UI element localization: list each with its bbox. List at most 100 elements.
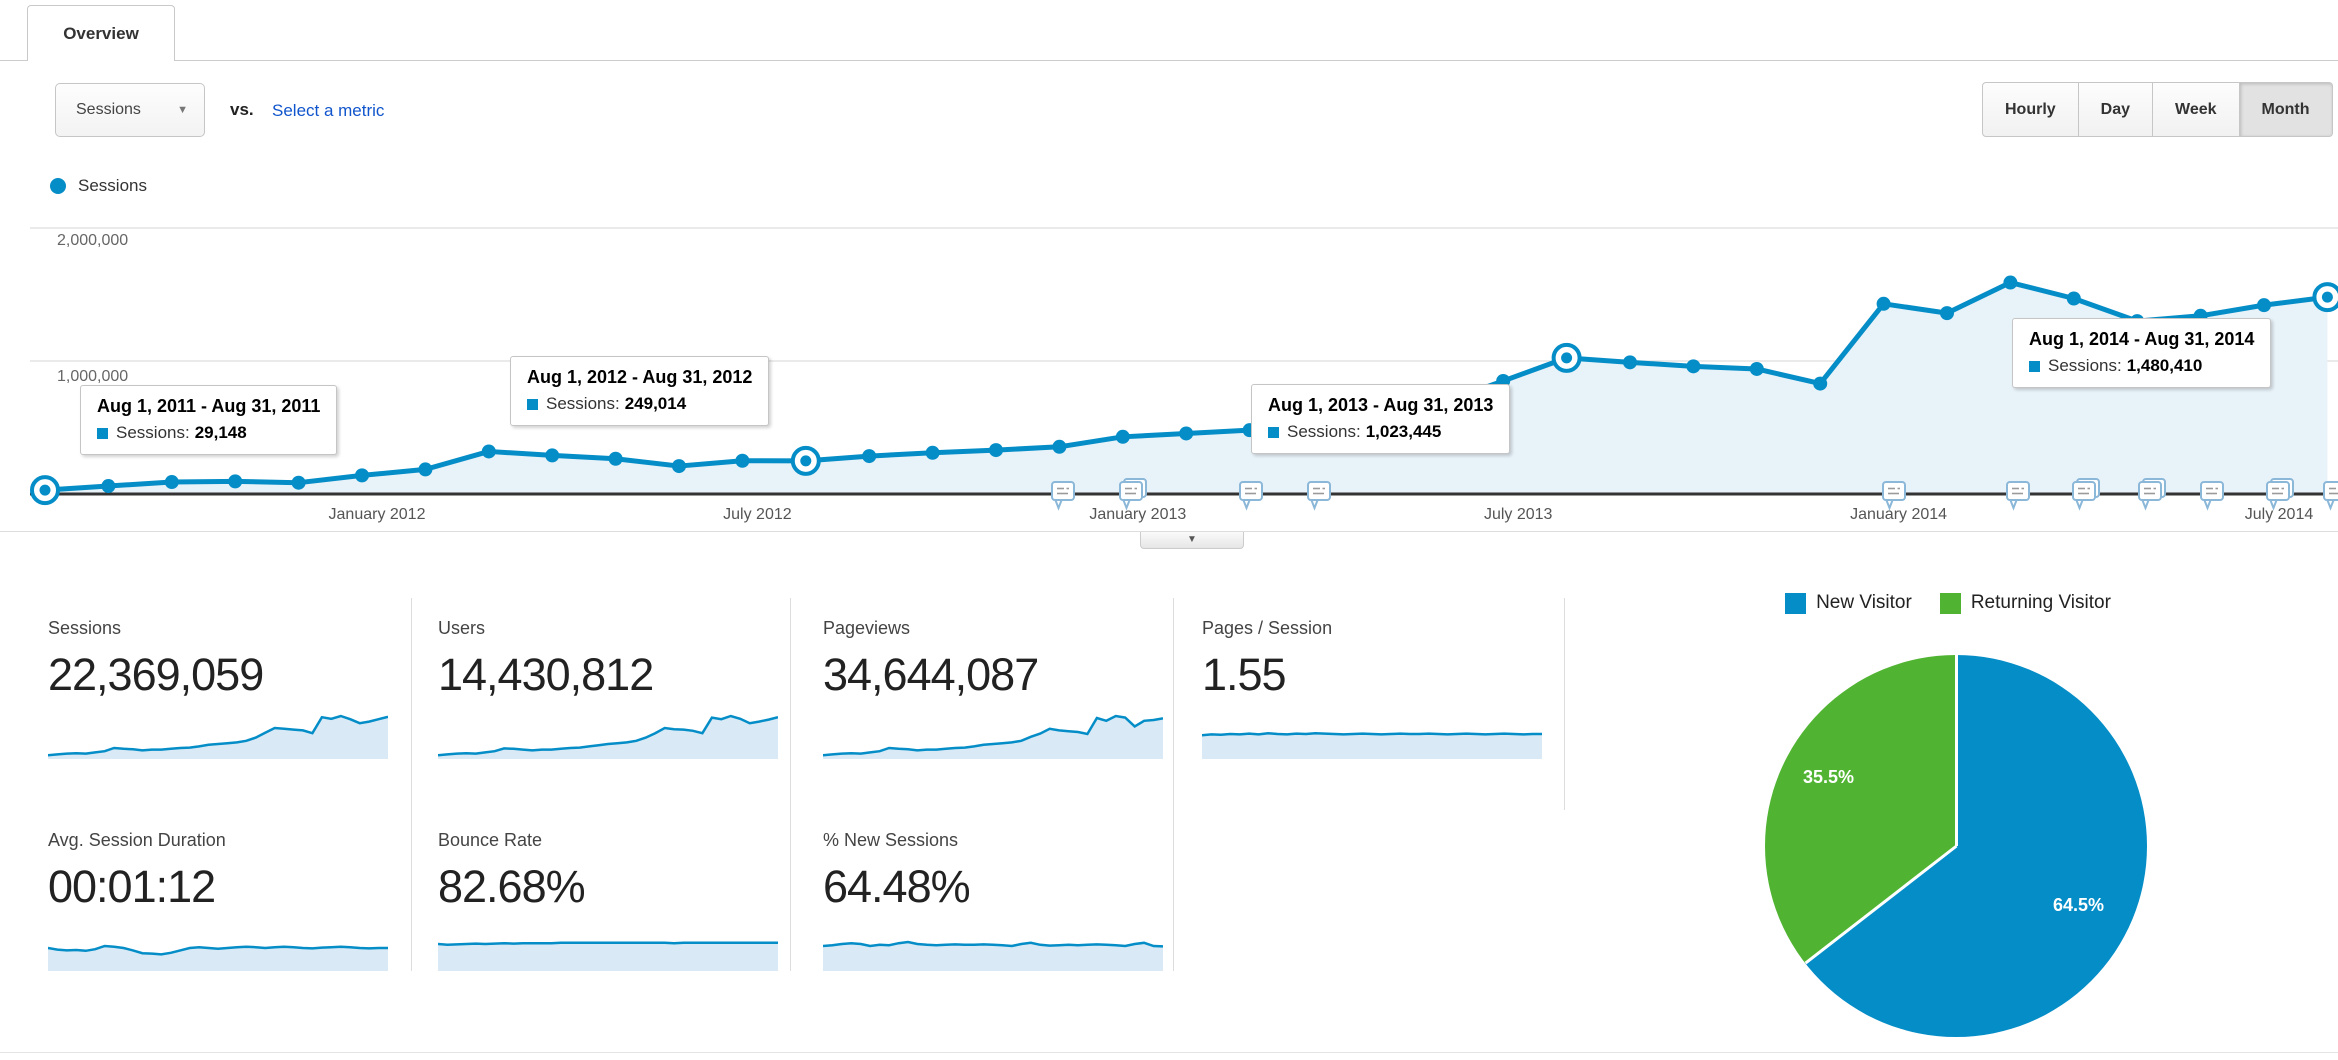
metric-value: 64.48% [823,861,971,912]
users-sparkline [438,714,778,759]
metric-card-avg-session-duration: Avg. Session Duration 00:01:12 [30,810,412,971]
callout-metric: Sessions: [116,423,190,442]
granularity-button-group: Hourly Day Week Month [1982,82,2333,137]
pie-legend-item-returning-visitor: Returning Visitor [1939,592,2111,614]
series-swatch-icon [97,427,108,439]
x-axis-label: January 2012 [328,506,426,523]
metric-label: Avg. Session Duration [48,830,226,850]
metric-card-users: Users 14,430,812 [412,598,791,810]
avg-session-duration-sparkline [48,944,388,971]
x-axis-label: January 2013 [1089,506,1187,523]
sessions-timeline-chart[interactable] [0,215,2338,527]
annotation-marker[interactable] [1051,481,1075,511]
returning-visitor-swatch-icon [1939,592,1961,614]
annotation-marker[interactable] [2006,481,2030,511]
callout-metric: Sessions: [546,394,620,413]
metric-card-new-sessions-pct: % New Sessions 64.48% [791,810,1174,971]
metric-value: 14,430,812 [438,649,654,700]
pie-legend-label: Returning Visitor [1970,592,2111,613]
callout-value: 1,023,445 [1365,422,1442,441]
select-a-metric-link[interactable]: Select a metric [272,101,385,120]
new-visitor-swatch-icon [1785,592,1807,614]
metrics-summary: Sessions 22,369,059 Users 14,430,812 Pag… [30,598,1570,971]
annotation-marker[interactable] [2323,481,2338,511]
metric-value: 1.55 [1202,649,1287,700]
metric-label: Users [438,618,486,638]
chart-series-legend: Sessions [50,176,147,196]
sessions-sparkline [48,714,388,759]
annotation-marker[interactable] [2266,478,2294,511]
pie-legend-item-new-visitor: New Visitor [1785,592,1912,614]
annotation-marker[interactable] [2200,481,2224,511]
returning-visitor-pct-label: 35.5% [1803,767,1855,787]
annotation-marker[interactable] [2138,478,2166,511]
x-axis-label: July 2014 [2244,506,2314,523]
metric-dropdown-value: Sessions [76,101,141,118]
tab-row-divider [0,60,2338,61]
metric-label: Bounce Rate [438,830,543,850]
callout-value: 249,014 [624,394,687,413]
metric-card-bounce-rate: Bounce Rate 82.68% [412,810,791,971]
metric-dropdown[interactable]: Sessions ▼ [55,83,205,137]
series-swatch-icon [527,398,538,410]
pie-slice-divider [1954,655,1958,846]
pie-legend-label: New Visitor [1816,592,1912,613]
pageviews-sparkline [823,714,1163,759]
metric-card-pages-per-session: Pages / Session 1.55 [1174,598,1565,810]
y-axis-label-1m: 1,000,000 [57,368,129,385]
metric-value: 22,369,059 [48,649,264,700]
annotations-drawer-toggle[interactable]: ▼ [1140,532,1244,549]
sessions-series-label: Sessions [78,176,147,195]
pie-legend: New Visitor Returning Visitor [1718,592,2178,614]
vs-label: vs. [230,100,254,119]
metric-label: Sessions [48,618,122,638]
callout-aug-2012: Aug 1, 2012 - Aug 31, 2012 Sessions: 249… [510,356,770,426]
annotation-marker[interactable] [1119,478,1147,511]
new-sessions-sparkline [823,940,1163,971]
bounce-rate-sparkline [438,941,778,971]
chart-bottom-divider [0,531,2338,532]
callout-aug-2013: Aug 1, 2013 - Aug 31, 2013 Sessions: 1,0… [1251,384,1511,454]
visitor-type-pie-chart[interactable]: 35.5% 64.5% [1765,655,2147,1037]
sessions-series-dot-icon [50,178,66,194]
metric-value: 82.68% [438,861,586,912]
metric-label: Pageviews [823,618,911,638]
chevron-down-icon: ▼ [1187,534,1197,545]
series-swatch-icon [2029,360,2040,372]
callout-aug-2014: Aug 1, 2014 - Aug 31, 2014 Sessions: 1,4… [2012,318,2272,388]
annotation-marker[interactable] [1307,481,1331,511]
tab-overview[interactable]: Overview [27,5,175,62]
annotation-marker[interactable] [2072,478,2100,511]
new-visitor-pct-label: 64.5% [2053,895,2105,915]
granularity-day-button[interactable]: Day [2078,82,2154,137]
callout-value: 29,148 [194,423,247,442]
granularity-hourly-button[interactable]: Hourly [1982,82,2079,137]
pie-slice-divider [1804,844,1957,965]
annotation-marker[interactable] [1239,481,1263,511]
callout-title: Aug 1, 2011 - Aug 31, 2011 [97,396,321,416]
series-swatch-icon [1268,426,1279,438]
metric-value: 00:01:12 [48,861,216,912]
metric-card-sessions: Sessions 22,369,059 [30,598,412,810]
x-axis-label: January 2014 [1850,506,1948,523]
metric-label: % New Sessions [823,830,959,850]
callout-metric: Sessions: [1287,422,1361,441]
pages-per-session-sparkline [1202,731,1542,759]
x-axis-label: July 2012 [723,506,792,523]
granularity-month-button[interactable]: Month [2239,82,2333,137]
metric-label: Pages / Session [1202,618,1333,638]
callout-title: Aug 1, 2012 - Aug 31, 2012 [527,367,753,387]
callout-aug-2011: Aug 1, 2011 - Aug 31, 2011 Sessions: 29,… [80,385,338,455]
granularity-week-button[interactable]: Week [2153,82,2240,137]
metric-value: 34,644,087 [823,649,1039,700]
tab-overview-label: Overview [63,24,139,43]
callout-title: Aug 1, 2013 - Aug 31, 2013 [1268,395,1494,415]
metric-card-pageviews: Pageviews 34,644,087 [791,598,1174,810]
annotation-marker[interactable] [1882,481,1906,511]
callout-value: 1,480,410 [2126,356,2203,375]
x-axis-label: July 2013 [1483,506,1553,523]
y-axis-label-2m: 2,000,000 [57,232,129,249]
callout-metric: Sessions: [2048,356,2122,375]
callout-title: Aug 1, 2014 - Aug 31, 2014 [2029,329,2255,349]
